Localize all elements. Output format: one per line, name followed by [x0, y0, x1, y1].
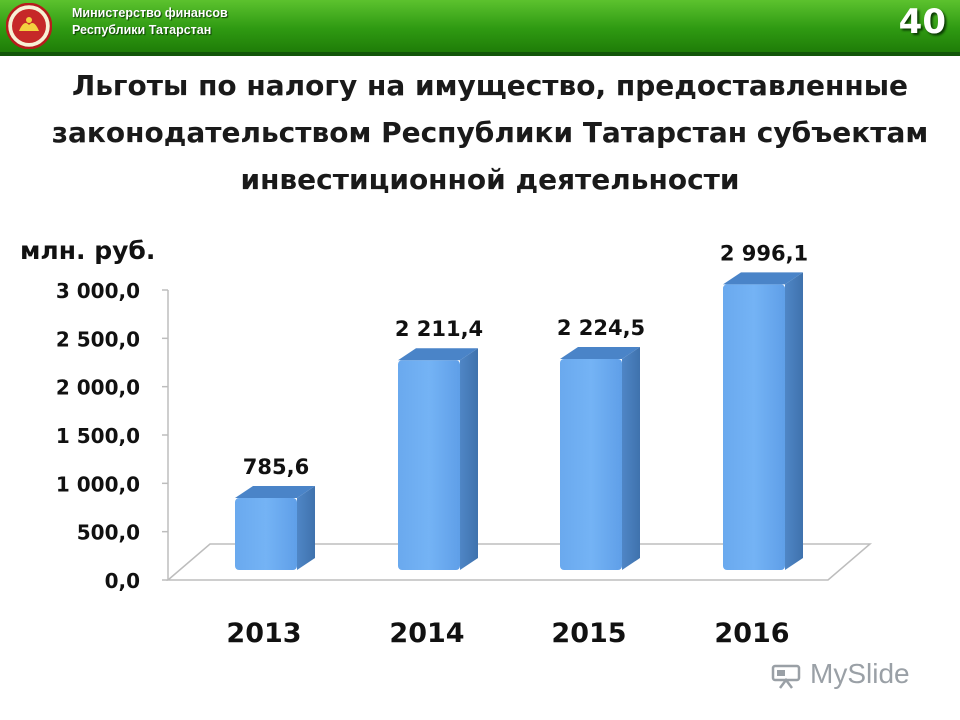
projector-icon: [771, 664, 801, 689]
org-name-line1: Министерство финансов: [72, 6, 228, 20]
bar-top: [723, 272, 803, 285]
chart-floor: [165, 543, 873, 581]
bar-side: [297, 486, 315, 570]
slide-number: 40: [898, 2, 946, 42]
title-line-3: инвестиционной деятельности: [240, 163, 740, 196]
data-label: 785,6: [243, 455, 309, 479]
y-tick-label: 500,0: [77, 521, 140, 545]
tatarstan-emblem-icon: [6, 3, 52, 49]
title-line-1: Льготы по налогу на имущество, предостав…: [71, 69, 909, 102]
x-tick-label: 2016: [714, 618, 789, 649]
bar-side: [460, 348, 478, 570]
watermark-text: MySlide: [810, 658, 910, 689]
y-tick-label: 2 500,0: [56, 327, 140, 351]
data-label: 2 224,5: [557, 316, 645, 340]
bar-top: [235, 486, 315, 499]
y-tick-label: 0,0: [105, 569, 140, 593]
bar: [398, 360, 460, 570]
title-line-2: законодательством Республики Татарстан с…: [51, 116, 929, 149]
bar-side: [785, 272, 803, 570]
x-tick-label: 2013: [226, 618, 301, 649]
header-bar: Министерство финансов Республики Татарст…: [0, 0, 960, 56]
y-tick-label: 1 500,0: [56, 424, 140, 448]
bar: [235, 498, 297, 570]
data-label: 2 996,1: [720, 241, 808, 265]
y-tick-label: 3 000,0: [56, 279, 140, 303]
bar: [560, 358, 622, 570]
x-tick-label: 2015: [551, 618, 626, 649]
bar-top: [398, 348, 478, 361]
bar: [723, 284, 785, 570]
org-name: Министерство финансов Республики Татарст…: [72, 5, 228, 39]
y-tick-label: 2 000,0: [56, 376, 140, 400]
y-axis-unit-label: млн. руб.: [20, 236, 156, 265]
watermark: MySlide: [770, 656, 930, 696]
bar-top: [560, 346, 640, 359]
y-tick-label: 1 000,0: [56, 472, 140, 496]
x-tick-label: 2014: [389, 618, 464, 649]
data-label: 2 211,4: [395, 317, 483, 341]
org-name-line2: Республики Татарстан: [72, 23, 212, 37]
slide-title: Льготы по налогу на имущество, предостав…: [50, 62, 930, 203]
bar-side: [622, 346, 640, 570]
